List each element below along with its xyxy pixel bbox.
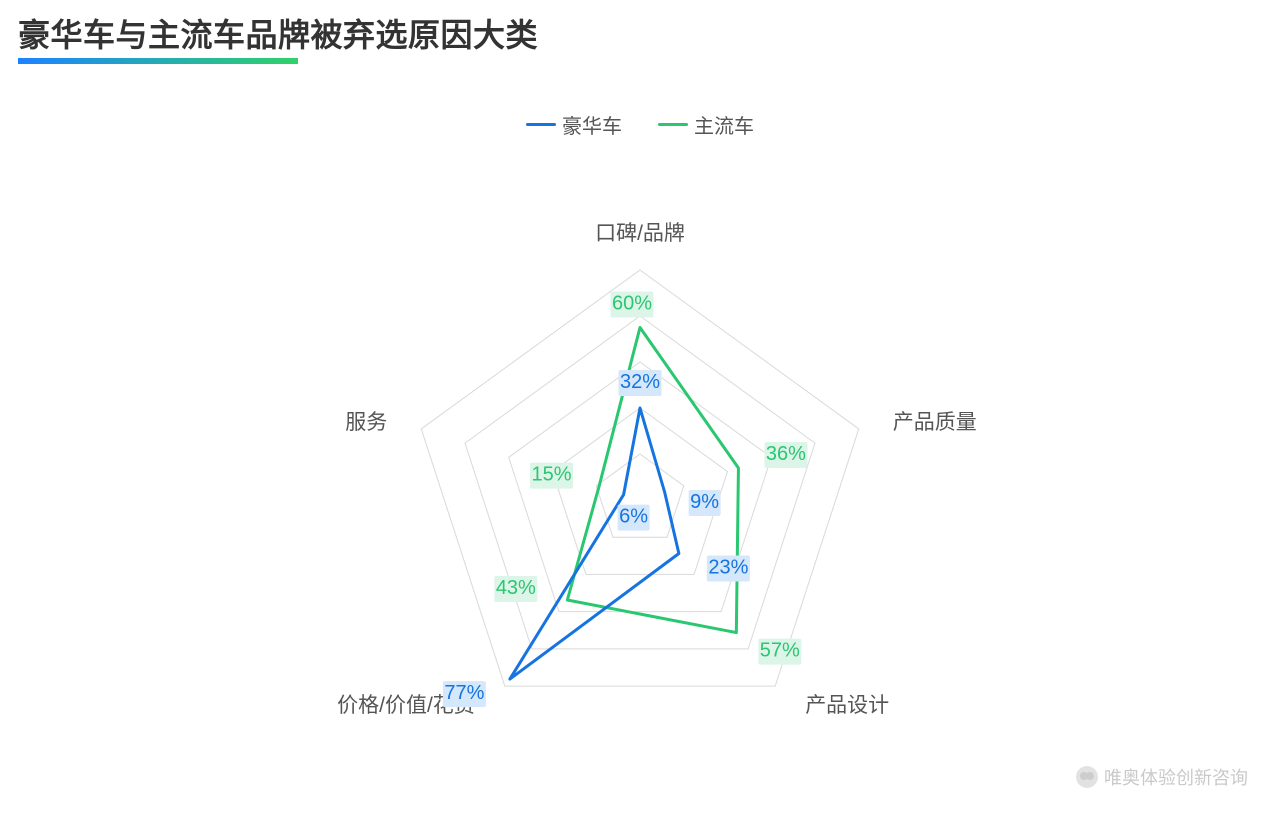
legend: 豪华车 主流车 (0, 110, 1280, 139)
value-label-mainstream-design: 57% (760, 640, 800, 662)
legend-swatch-mainstream (658, 123, 688, 126)
weibo-icon (1076, 766, 1098, 788)
value-label-mainstream-price: 43% (496, 577, 536, 599)
radar-svg: 口碑/品牌产品质量产品设计价格/价值/花费服务32%9%23%77%6%60%3… (210, 160, 1070, 800)
value-label-mainstream-reputation: 60% (612, 293, 652, 315)
legend-item-mainstream: 主流车 (658, 110, 754, 139)
value-label-luxury-price: 77% (444, 682, 484, 704)
watermark: 唯奥体验创新咨询 (1076, 764, 1248, 790)
axis-label-service: 服务 (345, 411, 387, 434)
axis-label-quality: 产品质量 (893, 411, 977, 434)
page: { "title": "豪华车与主流车品牌被弃选原因大类", "legend":… (0, 0, 1280, 818)
value-label-luxury-quality: 9% (690, 491, 719, 513)
axis-label-reputation: 口碑/品牌 (595, 222, 685, 245)
radar-chart: 口碑/品牌产品质量产品设计价格/价值/花费服务32%9%23%77%6%60%3… (210, 160, 1070, 800)
legend-label-mainstream: 主流车 (694, 110, 754, 139)
value-label-luxury-reputation: 32% (620, 371, 660, 393)
axis-label-design: 产品设计 (805, 694, 889, 717)
value-label-luxury-service: 6% (619, 506, 648, 528)
series-line-luxury (510, 408, 679, 679)
value-label-luxury-design: 23% (708, 556, 748, 578)
value-label-mainstream-quality: 36% (766, 443, 806, 465)
page-title: 豪华车与主流车品牌被弃选原因大类 (18, 10, 538, 56)
value-label-mainstream-service: 15% (531, 464, 571, 486)
watermark-text: 唯奥体验创新咨询 (1104, 764, 1248, 790)
legend-label-luxury: 豪华车 (562, 110, 622, 139)
legend-swatch-luxury (526, 123, 556, 126)
title-underline (18, 58, 298, 64)
legend-item-luxury: 豪华车 (526, 110, 622, 139)
